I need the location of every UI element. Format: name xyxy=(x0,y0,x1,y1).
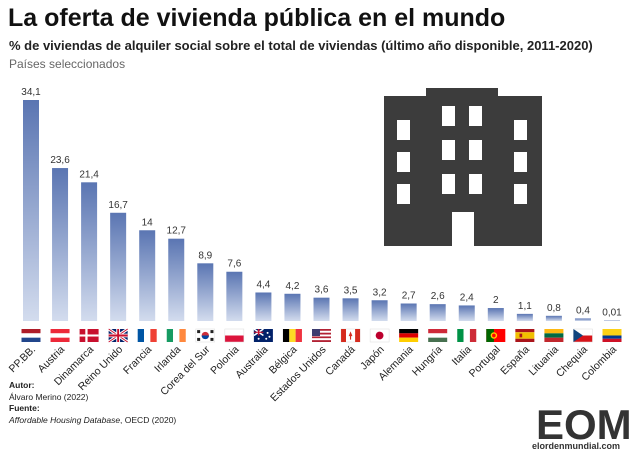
bar-14 xyxy=(429,304,446,321)
chart-note: Países seleccionados xyxy=(9,57,126,71)
bar-1 xyxy=(52,168,69,321)
bar-8 xyxy=(255,292,272,321)
bar-12 xyxy=(371,300,388,321)
bar-0 xyxy=(23,100,39,321)
united-kingdom-flag-icon xyxy=(107,327,129,344)
building-icon xyxy=(384,88,542,246)
portugal-flag-icon xyxy=(486,329,506,342)
france-flag-icon xyxy=(137,329,157,342)
ireland-flag-icon xyxy=(166,329,186,342)
bar-7 xyxy=(226,271,243,321)
poland-flag-icon xyxy=(224,328,245,343)
germany-flag-icon xyxy=(399,329,419,342)
value-label-20: 0,01 xyxy=(602,307,622,318)
value-label-6: 8,9 xyxy=(198,250,212,261)
bar-17 xyxy=(516,313,533,321)
credits: Autor: Álvaro Merino (2022) Fuente: Affo… xyxy=(9,380,176,426)
bar-19 xyxy=(574,318,591,321)
value-label-18: 0,8 xyxy=(547,303,561,314)
bar-4 xyxy=(139,230,156,321)
value-label-1: 23,6 xyxy=(50,155,70,166)
value-label-4: 14 xyxy=(142,217,154,228)
bar-16 xyxy=(487,308,504,321)
author-label: Autor: xyxy=(9,380,35,390)
category-label-14: Hungría xyxy=(410,344,445,379)
spain-flag-icon xyxy=(515,329,535,342)
bar-6 xyxy=(197,263,214,321)
value-label-2: 21,4 xyxy=(79,169,99,180)
bar-2 xyxy=(81,182,98,321)
value-label-12: 3,2 xyxy=(373,287,387,298)
value-label-7: 7,6 xyxy=(227,259,241,270)
source-line: Affordable Housing Database, OECD (2020) xyxy=(9,415,176,427)
value-label-9: 4,2 xyxy=(285,281,299,292)
chart-title: La oferta de vivienda pública en el mund… xyxy=(8,4,506,32)
austria-flag-icon xyxy=(50,329,70,342)
logo-mark: EOM xyxy=(536,401,632,448)
netherlands-flag-icon xyxy=(21,329,41,342)
bar-18 xyxy=(545,315,562,321)
bar-20 xyxy=(604,320,620,321)
category-label-16: Portugal xyxy=(467,344,503,380)
value-label-17: 1,1 xyxy=(518,301,532,312)
hungary-flag-icon xyxy=(428,329,448,342)
bar-13 xyxy=(400,303,417,321)
bar-10 xyxy=(313,297,330,321)
south-korea-flag-icon xyxy=(195,328,216,343)
eom-logo: EOM xyxy=(536,401,632,448)
value-label-0: 34,1 xyxy=(21,87,41,98)
source-label: Fuente: xyxy=(9,403,40,413)
bar-9 xyxy=(284,293,301,321)
canada-flag-icon xyxy=(340,328,361,343)
category-label-8: Australia xyxy=(233,344,270,381)
value-label-13: 2,7 xyxy=(402,291,416,302)
category-label-4: Francia xyxy=(121,344,154,377)
bar-5 xyxy=(168,238,185,321)
category-label-15: Italia xyxy=(450,344,474,368)
bar-15 xyxy=(458,305,475,321)
belgium-flag-icon xyxy=(282,329,302,342)
denmark-flag-icon xyxy=(79,329,99,342)
colombia-flag-icon xyxy=(602,329,622,342)
logo-site: elordenmundial.com xyxy=(532,441,621,451)
value-label-16: 2 xyxy=(493,295,499,306)
author-name: Álvaro Merino (2022) xyxy=(9,391,89,402)
source-title: Affordable Housing Database xyxy=(9,414,121,425)
value-label-10: 3,6 xyxy=(315,285,329,296)
value-label-8: 4,4 xyxy=(256,279,270,290)
source-rest: , OECD (2020) xyxy=(120,414,177,425)
japan-flag-icon xyxy=(369,328,390,343)
united-states-flag-icon xyxy=(312,329,331,342)
bar-11 xyxy=(342,298,359,321)
category-label-0: PP.BB. xyxy=(7,344,38,375)
chart-subtitle: % de viviendas de alquiler social sobre … xyxy=(9,38,593,53)
lithuania-flag-icon xyxy=(544,329,564,342)
australia-flag-icon xyxy=(253,328,273,342)
category-label-11: Canadá xyxy=(323,344,358,379)
value-label-19: 0,4 xyxy=(576,305,590,316)
value-label-14: 2,6 xyxy=(431,291,445,302)
category-label-17: España xyxy=(498,344,532,378)
italy-flag-icon xyxy=(457,329,477,342)
bar-3 xyxy=(110,212,127,321)
value-label-15: 2,4 xyxy=(460,292,474,303)
value-label-11: 3,5 xyxy=(344,285,358,296)
value-label-3: 16,7 xyxy=(108,200,128,211)
czechia-flag-icon xyxy=(573,328,593,343)
value-label-5: 12,7 xyxy=(167,226,187,237)
